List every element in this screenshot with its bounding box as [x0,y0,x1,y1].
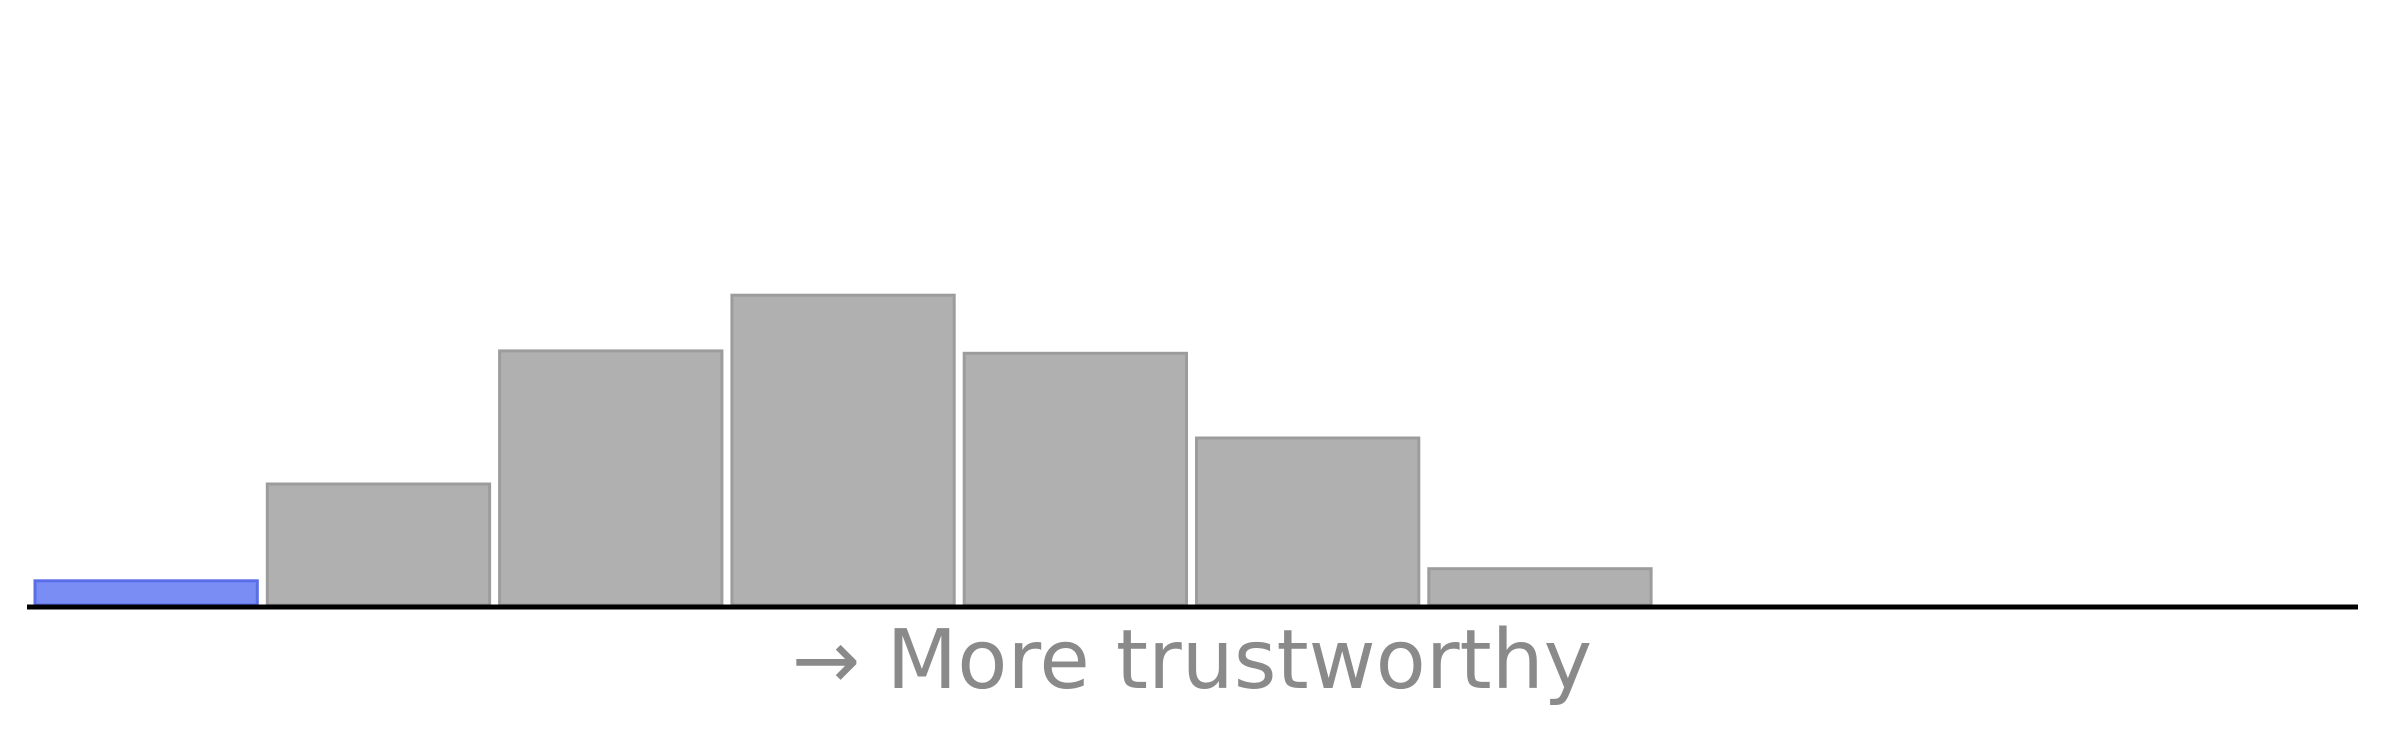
histogram-bar-highlighted [33,579,259,607]
bars-group [33,293,1653,607]
histogram-bar [1427,567,1653,607]
histogram-bar [265,482,492,607]
histogram-bar [1195,436,1421,607]
histogram-bar [498,349,724,607]
x-axis-label: → More trustworthy [792,613,1592,708]
histogram-bar [962,351,1189,607]
histogram-bar [730,293,956,607]
